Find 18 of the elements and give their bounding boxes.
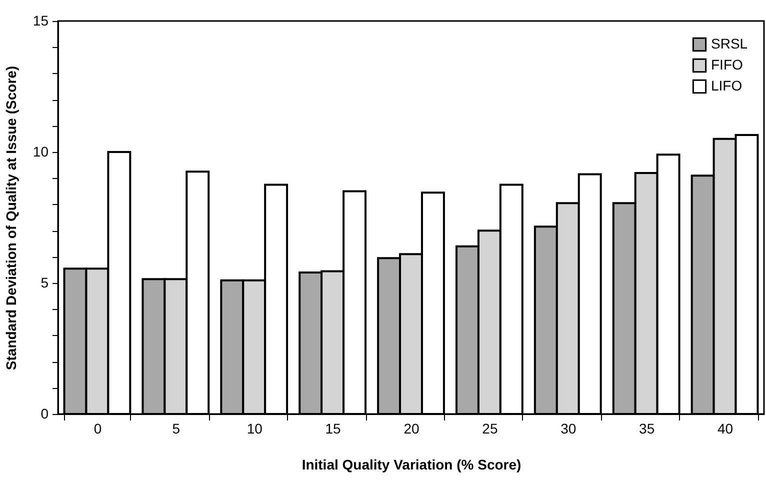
x-tick-label: 5 [172,420,180,436]
legend-label: FIFO [711,56,743,72]
y-tick-label: 10 [32,144,49,160]
y-tick-label: 15 [32,12,49,28]
x-tick-label: 30 [560,420,576,436]
x-tick-label: 10 [246,420,263,436]
legend-label: SRSL [711,36,748,52]
x-tick-label: 15 [325,420,342,436]
x-tick-label: 25 [482,420,498,436]
x-tick-label: 40 [717,420,734,436]
x-tick-label: 0 [94,420,102,436]
y-tick-label: 0 [40,406,49,422]
y-axis-title: Standard Deviation of Quality at Issue (Score) [2,66,19,370]
x-axis-title: Initial Quality Variation (% Score) [302,456,522,472]
legend-label: LIFO [711,78,742,94]
y-tick-label: 5 [40,274,49,290]
x-tick-label: 20 [404,420,420,436]
x-tick-label: 35 [639,420,655,436]
